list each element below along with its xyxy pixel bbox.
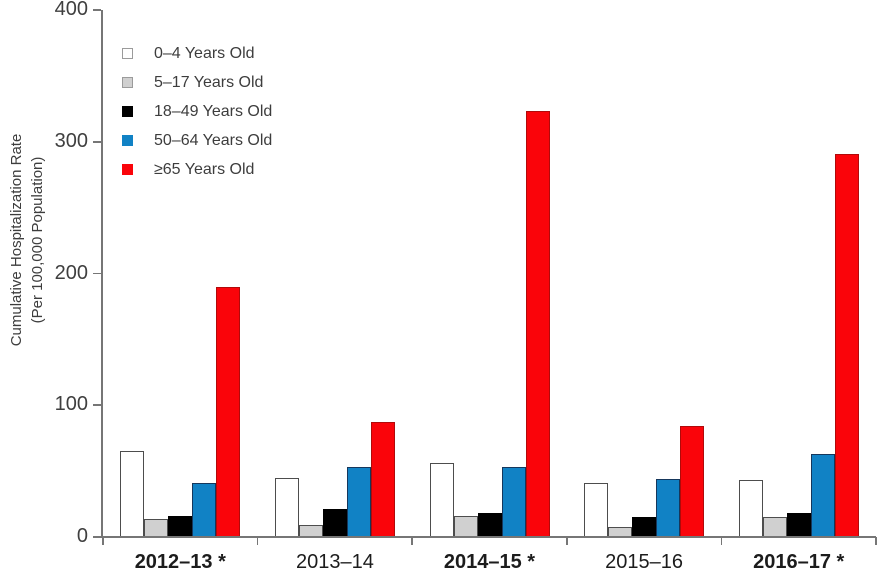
bar-50-64-years-old-4	[810, 454, 835, 537]
legend-swatch-icon	[122, 135, 133, 146]
bar-50-64-years-old-0	[192, 483, 217, 537]
legend-swatch-icon	[122, 77, 133, 88]
bar-5-17-years-old-4	[762, 517, 787, 537]
bar--65-years-old-0	[216, 286, 241, 537]
y-tick	[93, 9, 102, 11]
legend-item-0: 0–4 Years Old	[122, 39, 272, 68]
y-tick	[93, 140, 102, 143]
bar-50-64-years-old-1	[346, 467, 371, 537]
x-axis-label-2: 2014–15 *	[443, 551, 536, 573]
y-axis-title: Cumulative Hospitalization Rate (Per 100…	[6, 134, 48, 347]
legend-label: 5–17 Years Old	[154, 73, 264, 91]
legend: 0–4 Years Old 5–17 Years Old 18–49 Years O…	[122, 39, 272, 184]
x-tick	[256, 537, 259, 545]
x-axis-label-3: 2015–16	[605, 551, 684, 573]
y-tick	[93, 536, 102, 538]
x-tick	[875, 537, 877, 545]
legend-swatch-icon	[122, 48, 133, 59]
y-tick	[93, 404, 102, 407]
legend-label: 0–4 Years Old	[154, 44, 255, 62]
x-axis-label-4: 2016–17 *	[753, 551, 845, 573]
x-axis-label-0: 2012–13 *	[134, 551, 226, 573]
bar-0-4-years-old-3	[584, 483, 609, 537]
legend-item-2: 18–49 Years Old	[122, 97, 272, 126]
x-tick	[720, 537, 723, 545]
y-tick-label: 100	[54, 393, 88, 416]
bar-0-4-years-old-4	[738, 480, 763, 537]
bar-50-64-years-old-2	[501, 467, 526, 537]
bar-0-4-years-old-1	[274, 477, 299, 537]
bar--65-years-old-1	[370, 422, 395, 537]
y-axis-title-line2: (Per 100,000 Population)	[29, 156, 46, 324]
legend-swatch-icon	[122, 164, 133, 175]
bar-18-49-years-old-0	[168, 515, 193, 537]
bar-5-17-years-old-0	[144, 518, 169, 537]
legend-label: ≥65 Years Old	[154, 160, 255, 178]
y-tick	[93, 272, 102, 275]
legend-item-4: ≥65 Years Old	[122, 155, 272, 184]
x-axis-line	[101, 536, 876, 538]
legend-swatch-icon	[122, 106, 133, 117]
y-tick-label: 200	[54, 261, 88, 284]
legend-item-3: 50–64 Years Old	[122, 126, 272, 155]
bar-5-17-years-old-2	[453, 515, 478, 537]
y-tick-label: 400	[54, 0, 88, 20]
legend-label: 18–49 Years Old	[154, 102, 273, 120]
x-tick	[102, 537, 104, 545]
y-tick-label: 0	[76, 525, 88, 547]
bar--65-years-old-3	[680, 426, 705, 537]
x-tick	[411, 537, 414, 545]
y-axis-line	[101, 10, 103, 537]
bar-18-49-years-old-1	[322, 509, 347, 537]
bar--65-years-old-4	[834, 153, 859, 537]
legend-label: 50–64 Years Old	[154, 131, 273, 149]
x-tick	[565, 537, 568, 545]
bar-0-4-years-old-2	[429, 463, 454, 537]
y-tick-label: 300	[54, 129, 88, 152]
legend-item-1: 5–17 Years Old	[122, 68, 272, 97]
bar-18-49-years-old-2	[477, 513, 502, 537]
bar--65-years-old-2	[525, 111, 550, 537]
bar-0-4-years-old-0	[120, 451, 145, 537]
bar-50-64-years-old-3	[656, 479, 681, 537]
bar-18-49-years-old-3	[632, 517, 657, 537]
bar-18-49-years-old-4	[786, 513, 811, 537]
y-axis-title-line1: Cumulative Hospitalization Rate	[8, 133, 25, 347]
x-axis-label-1: 2013–14	[295, 551, 374, 573]
